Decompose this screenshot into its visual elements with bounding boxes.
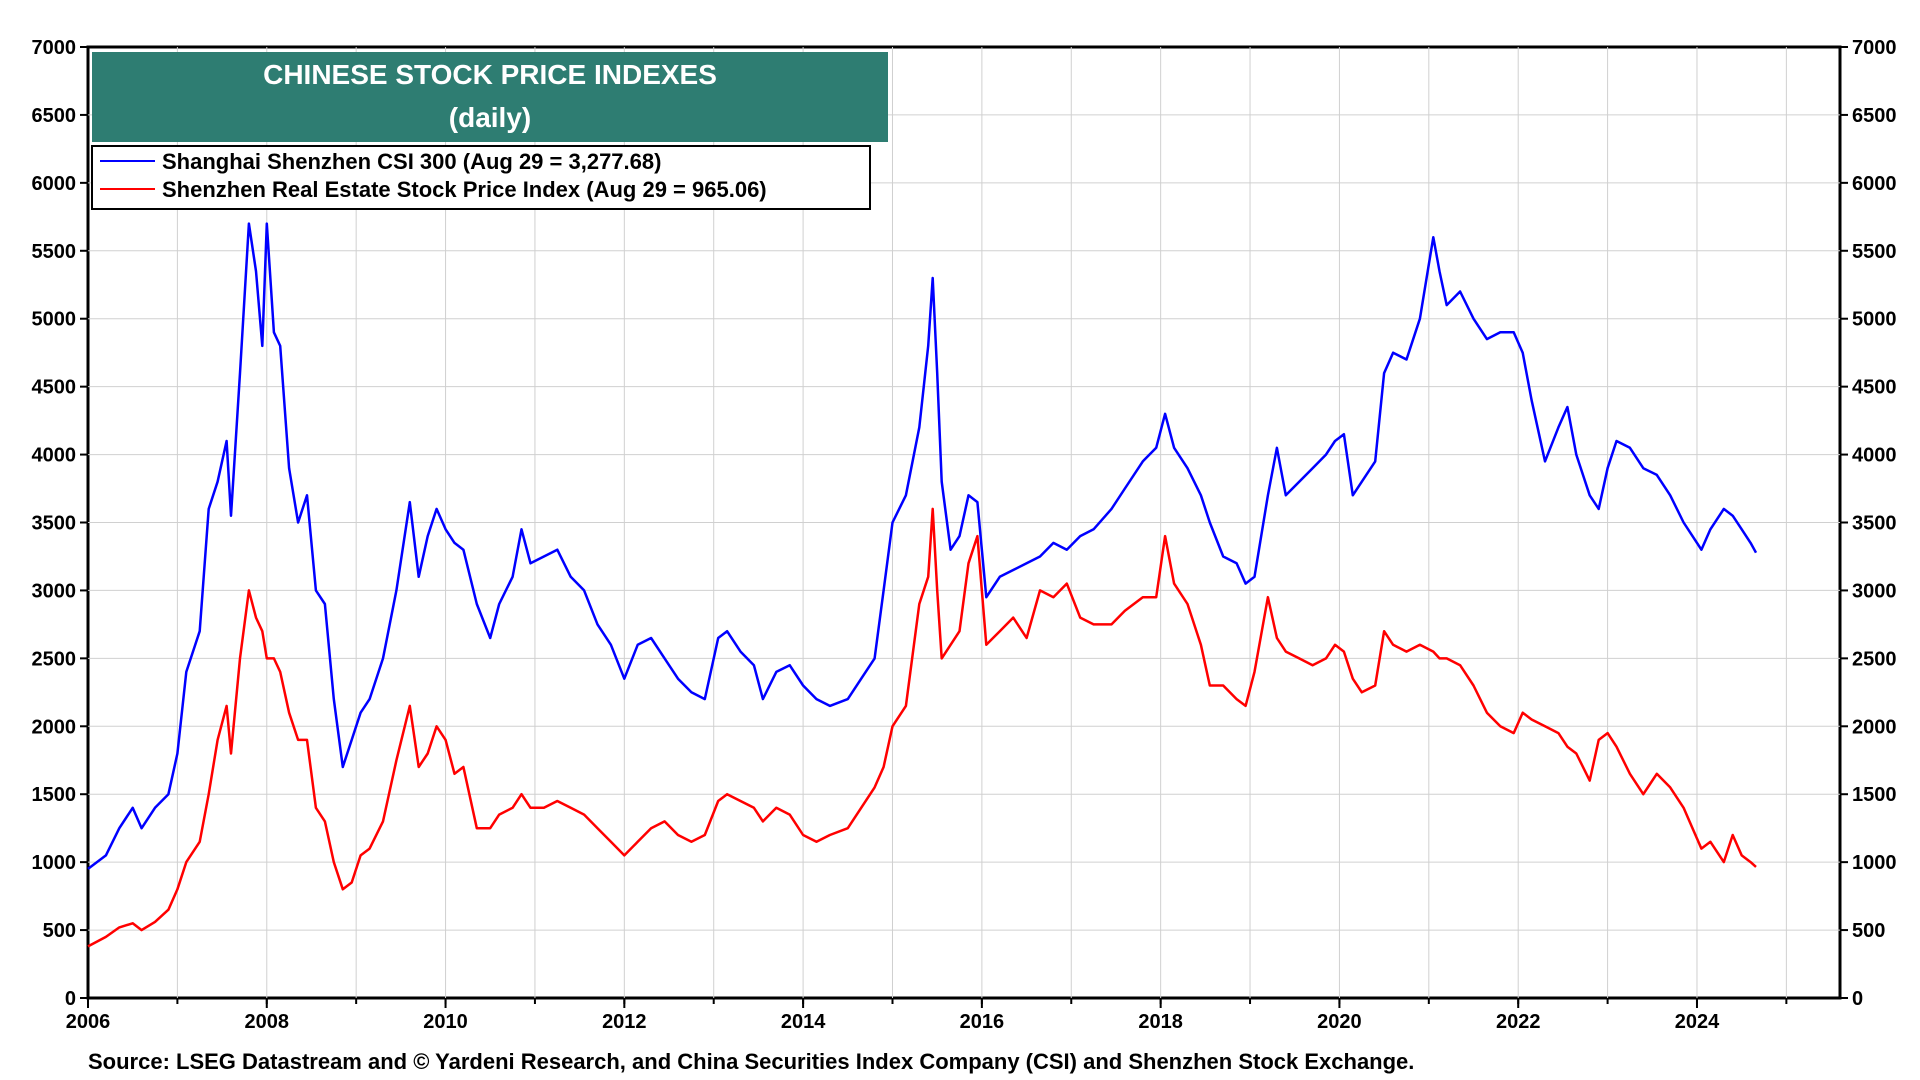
x-tick-label: 2018 — [1138, 1011, 1183, 1033]
y-axis-left: 0 500 1000 1500 2000 2500 3000 3500 4000 4500 5000… — [32, 37, 88, 1010]
y-tick-label-left: 3000 — [32, 580, 77, 602]
x-tick-label: 2016 — [960, 1011, 1005, 1033]
y-tick-label-right: 2500 — [1852, 648, 1897, 670]
y-tick-label-right: 4000 — [1852, 445, 1897, 467]
y-tick-label-left: 2500 — [32, 648, 77, 670]
chart-title: CHINESE STOCK PRICE INDEXES — [263, 59, 717, 90]
legend-box — [91, 145, 871, 210]
y-tick-label-right: 5000 — [1852, 309, 1897, 331]
y-tick-label-left: 3500 — [32, 513, 77, 535]
y-tick-label-right: 2000 — [1852, 716, 1897, 738]
y-tick-label-right: 0 — [1852, 988, 1863, 1010]
y-tick-label-left: 4500 — [32, 377, 77, 399]
y-tick-label-left: 6000 — [32, 173, 77, 195]
y-tick-label-left: 5000 — [32, 309, 77, 331]
x-tick-label: 2014 — [781, 1011, 826, 1033]
x-tick-label: 2008 — [245, 1011, 290, 1033]
y-tick-label-right: 3500 — [1852, 513, 1897, 535]
series-line-csi300 — [87, 222, 1758, 870]
legend-label-realestate: Shenzhen Real Estate Stock Price Index (… — [162, 177, 767, 202]
y-tick-label-right: 5500 — [1852, 241, 1897, 263]
y-tick-label-right: 6000 — [1852, 173, 1897, 195]
y-tick-label-left: 5500 — [32, 241, 77, 263]
y-tick-label-right: 7000 — [1852, 37, 1897, 59]
x-tick-label: 2024 — [1675, 1011, 1720, 1033]
y-tick-label-right: 1000 — [1852, 852, 1897, 874]
y-axis-right: 0 500 1000 1500 2000 2500 3000 3500 4000 4500 5000… — [1840, 37, 1897, 1010]
y-tick-label-left: 1500 — [32, 784, 77, 806]
y-tick-label-left: 500 — [43, 920, 76, 942]
legend: Shanghai Shenzhen CSI 300 (Aug 29 = 3,27… — [91, 145, 871, 210]
y-tick-label-left: 6500 — [32, 105, 77, 127]
y-tick-label-left: 7000 — [32, 37, 77, 59]
series-layer — [87, 222, 1758, 948]
y-tick-label-left: 0 — [65, 988, 76, 1010]
x-tick-label: 2020 — [1317, 1011, 1362, 1033]
y-tick-label-right: 3000 — [1852, 580, 1897, 602]
y-tick-label-right: 500 — [1852, 920, 1885, 942]
source-note: Source: LSEG Datastream and © Yardeni Re… — [88, 1049, 1414, 1074]
x-tick-label: 2010 — [423, 1011, 468, 1033]
x-tick-label: 2022 — [1496, 1011, 1541, 1033]
x-tick-label: 2012 — [602, 1011, 647, 1033]
series-line-realestate — [87, 507, 1757, 948]
chart-subtitle: (daily) — [449, 102, 531, 133]
y-tick-label-left: 4000 — [32, 445, 77, 467]
legend-label-csi300: Shanghai Shenzhen CSI 300 (Aug 29 = 3,27… — [162, 149, 661, 174]
title-box — [92, 52, 888, 142]
y-tick-label-right: 4500 — [1852, 377, 1897, 399]
x-tick-label: 2006 — [66, 1011, 111, 1033]
y-tick-label-left: 1000 — [32, 852, 77, 874]
x-axis: 2006 2008 2010 2012 2014 2016 2018 2020 2022 2024 — [66, 998, 1788, 1033]
y-tick-label-right: 6500 — [1852, 105, 1897, 127]
y-tick-label-left: 2000 — [32, 716, 77, 738]
y-tick-label-right: 1500 — [1852, 784, 1897, 806]
